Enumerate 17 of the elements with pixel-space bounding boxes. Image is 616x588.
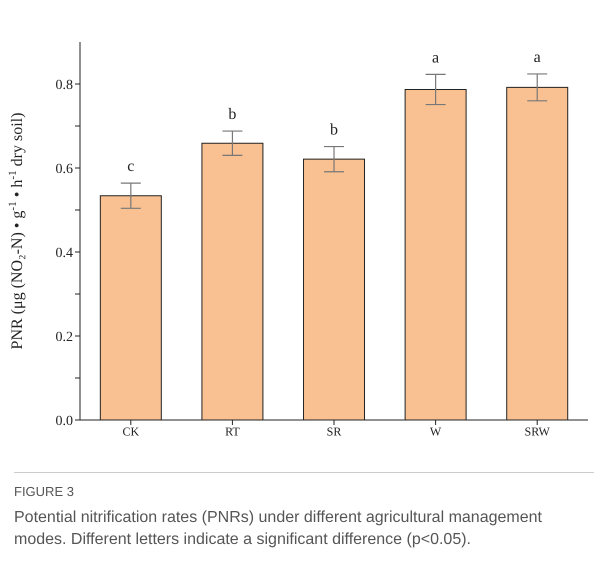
y-tick-label: 0.8 — [56, 78, 73, 93]
annotation: a — [534, 48, 541, 66]
annotation: c — [127, 158, 134, 176]
x-tick-label: RT — [225, 424, 240, 439]
x-tick-label: SRW — [524, 424, 551, 439]
y-tick-label: 0.2 — [56, 330, 73, 345]
x-tick-label: CK — [122, 424, 140, 439]
x-tick-label: SR — [326, 424, 342, 439]
annotation: a — [432, 49, 440, 66]
y-tick-label: 0.4 — [56, 246, 73, 261]
x-tick-label: W — [430, 424, 442, 439]
y-tick-label: 0.6 — [56, 162, 73, 177]
annotation: b — [330, 122, 338, 139]
caption: FIGURE 3 — [14, 483, 75, 501]
y-tick-label: 0.0 — [56, 414, 73, 429]
annotation: b — [228, 106, 236, 124]
text: Potential nitrification rates (PNRs) under different agricultural management modes. Different letters indicate a significant difference (p<0.05). — [14, 508, 543, 550]
